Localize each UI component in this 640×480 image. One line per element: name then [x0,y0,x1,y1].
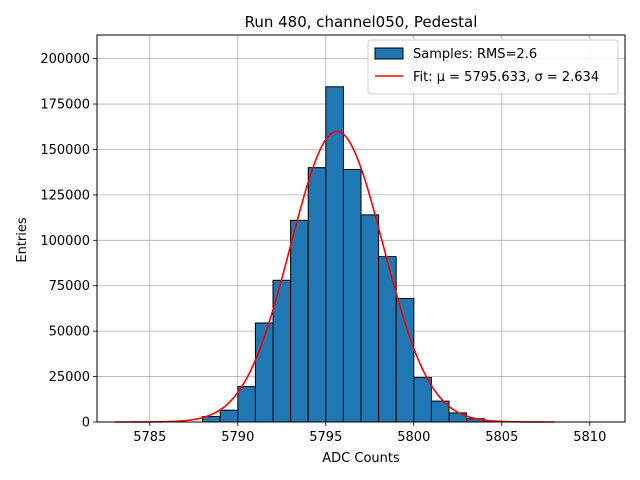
histogram-bar [448,412,468,423]
y-tick-label: 75000 [49,279,90,294]
histogram-bar [342,168,362,423]
histogram-bars [202,86,503,423]
histogram-bar [219,409,239,423]
histogram-bar [237,386,256,423]
y-tick-label: 125000 [40,188,90,203]
x-tick-label: 5785 [133,430,166,445]
y-tick-label: 150000 [40,143,90,158]
x-axis-label: ADC Counts [322,451,400,466]
legend-label-fit: Fit: μ = 5795.633, σ = 2.634 [413,70,599,85]
legend-label-samples: Samples: RMS=2.6 [413,47,537,62]
x-tick-label: 5805 [485,430,518,445]
y-tick-label: 50000 [49,325,90,340]
y-tick-label: 100000 [40,234,90,249]
histogram-bar [290,219,309,423]
x-tick-label: 5810 [573,430,606,445]
fit-curve-layer [114,130,555,423]
x-tick-label: 5790 [221,430,254,445]
legend-box [367,39,619,95]
y-tick-label: 175000 [40,98,90,113]
chart-title: Run 480, channel050, Pedestal [245,13,478,31]
histogram-bar [307,167,327,423]
histogram-bar [395,297,415,423]
plot-frame [96,34,626,423]
x-tick-label: 5800 [397,430,430,445]
y-tick-label: 0 [82,416,90,431]
legend-patch-samples [374,47,404,60]
fit-curve [114,130,555,423]
x-tick-label: 5795 [309,430,342,445]
histogram-bar [413,376,432,423]
y-axis-ticks: 0 25000 50000 75000 100000 125000 150000 175000… [40,52,97,431]
x-axis-ticks: 5785 5790 5795 5800 5805 5810 [133,422,606,445]
legend: Samples: RMS=2.6 Fit: μ = 5795.633, σ = … [367,39,619,95]
y-axis-label: Entries [15,217,30,263]
y-tick-label: 200000 [40,52,90,67]
histogram-bar [360,214,380,423]
y-tick-label: 25000 [49,370,90,385]
